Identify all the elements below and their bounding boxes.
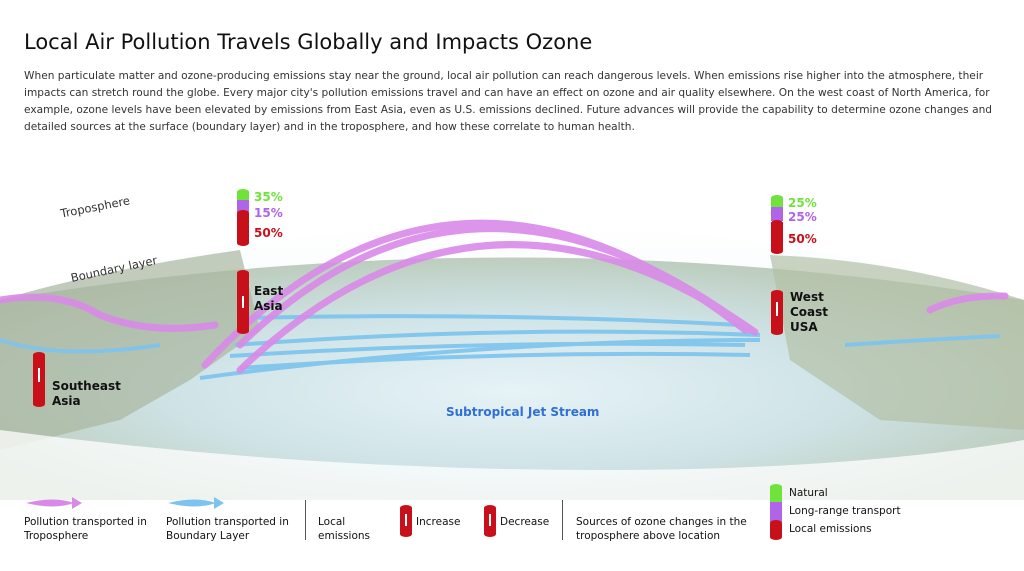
decrease-cylinder-icon [484, 505, 496, 537]
legend-increase: Increase [416, 516, 461, 528]
east-asia-local-pct: 50% [254, 226, 283, 240]
troposphere-arrows [0, 219, 1009, 374]
arrow-up-icon [38, 368, 40, 382]
legend-boundary: Pollution transported in Boundary Layer [166, 516, 289, 542]
west-coast-decrease-cylinder [771, 290, 783, 335]
arrow-down-icon [776, 302, 778, 316]
page-title: Local Air Pollution Travels Globally and… [24, 30, 593, 54]
west-coast-local-pct: 50% [788, 232, 817, 246]
legend-troposphere: Pollution transported in Troposphere [24, 516, 147, 542]
globe-illustration [0, 219, 1024, 500]
boundary-layer-arrows [0, 314, 1001, 380]
east-asia-natural-pct: 35% [254, 190, 283, 204]
southeast-asia-label: Southeast Asia [52, 379, 121, 408]
legend-local-emissions: Local emissions [318, 516, 371, 542]
jet-stream-label: Subtropical Jet Stream [446, 405, 600, 419]
increase-cylinder-icon [400, 505, 412, 537]
legend-natural: Natural [789, 487, 828, 499]
boundary-arrow-icon [168, 497, 224, 509]
divider [562, 500, 563, 540]
east-asia-long-range-pct: 15% [254, 206, 283, 220]
legend-sources: Sources of ozone changes in the troposph… [576, 516, 747, 542]
intro-text: When particulate matter and ozone-produc… [24, 70, 993, 133]
troposphere-arrow-icon [26, 497, 82, 509]
west-coast-label: West Coast USA [790, 290, 829, 334]
divider [305, 500, 306, 540]
arrow-down-icon [242, 296, 244, 308]
legend-long-range: Long-range transport [789, 505, 901, 517]
east-asia-decrease-cylinder [237, 270, 249, 334]
legend-local: Local emissions [789, 523, 872, 535]
west-coast-long-range-pct: 25% [788, 210, 817, 224]
southeast-asia-increase-cylinder [33, 352, 45, 407]
east-asia-label: East Asia [254, 284, 284, 313]
legend-decrease: Decrease [500, 516, 550, 528]
west-coast-natural-pct: 25% [788, 196, 817, 210]
